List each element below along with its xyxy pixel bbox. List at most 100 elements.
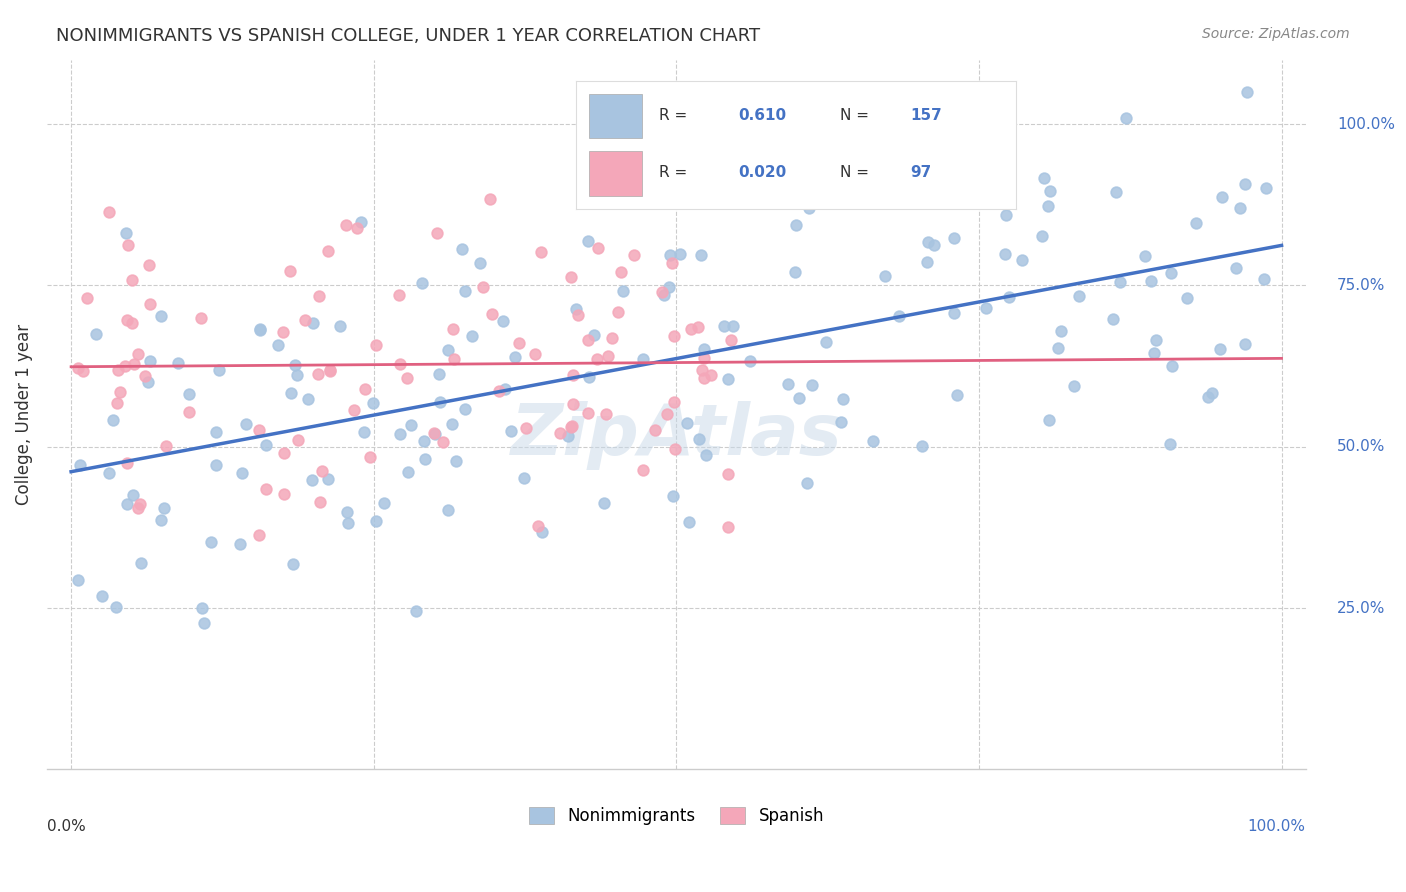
Point (631, 352, 654, 367)
Point (436, 502, 458, 516)
Point (153, 501, 176, 516)
Point (662, 329, 685, 343)
Point (399, 417, 422, 432)
Point (429, 395, 451, 409)
Point (353, 425, 375, 440)
Point (678, 515, 700, 529)
Point (426, 227, 449, 241)
Point (873, 268, 896, 283)
Text: 100.0%: 100.0% (1337, 117, 1395, 132)
Point (1108, 275, 1130, 289)
Point (122, 357, 145, 371)
Point (515, 421, 537, 435)
Point (942, 306, 965, 320)
Point (740, 354, 762, 368)
Point (662, 489, 685, 503)
Point (336, 505, 359, 519)
Point (693, 351, 716, 365)
Point (117, 497, 139, 511)
Point (128, 497, 150, 511)
Point (346, 221, 368, 235)
Point (1063, 379, 1085, 393)
Point (115, 227, 138, 241)
Text: ZipAtlas: ZipAtlas (510, 401, 842, 470)
Point (90, 589, 112, 603)
Text: 25.0%: 25.0% (1337, 600, 1385, 615)
Point (117, 238, 139, 252)
Point (235, 417, 257, 431)
Point (247, 423, 270, 437)
Point (1211, 190, 1233, 204)
Point (1201, 385, 1223, 400)
Point (278, 264, 301, 278)
Point (307, 368, 329, 382)
Point (783, 265, 806, 279)
Point (440, 417, 463, 432)
Point (350, 215, 373, 229)
Point (72, 364, 94, 378)
Point (1197, 390, 1219, 404)
Point (526, 519, 548, 533)
Point (131, 556, 153, 570)
Point (1038, 199, 1060, 213)
Point (600, 331, 623, 345)
Point (610, 265, 633, 279)
Point (84, 326, 107, 341)
Point (1236, 85, 1258, 99)
Point (136, 376, 159, 390)
Point (205, 425, 228, 440)
Point (1160, 359, 1182, 374)
Point (139, 353, 162, 368)
Point (778, 377, 800, 392)
Point (413, 451, 436, 466)
Point (561, 419, 583, 434)
Point (266, 338, 288, 352)
Text: 75.0%: 75.0% (1337, 278, 1385, 293)
Point (523, 347, 546, 361)
Point (612, 284, 634, 298)
Text: 100.0%: 100.0% (1247, 819, 1306, 834)
Legend: Nonimmigrants, Spanish: Nonimmigrants, Spanish (522, 800, 831, 832)
Point (785, 219, 807, 233)
Point (69, 458, 91, 472)
Point (595, 407, 617, 421)
Point (105, 395, 128, 409)
Point (427, 367, 450, 381)
Point (668, 247, 690, 261)
Point (998, 290, 1021, 304)
Point (311, 464, 333, 478)
Point (1031, 229, 1053, 244)
Point (550, 426, 572, 441)
Point (150, 512, 173, 526)
Point (713, 319, 735, 334)
Point (1208, 342, 1230, 356)
Point (586, 241, 609, 255)
Text: Source: ZipAtlas.com: Source: ZipAtlas.com (1202, 27, 1350, 41)
Point (316, 244, 339, 259)
Point (814, 335, 837, 350)
Point (787, 391, 810, 405)
Point (1253, 272, 1275, 286)
Point (530, 245, 553, 260)
Point (689, 248, 711, 262)
Point (561, 368, 583, 382)
Point (560, 269, 582, 284)
Point (1011, 252, 1033, 267)
Point (200, 535, 222, 549)
Point (1115, 111, 1137, 125)
Point (122, 488, 145, 502)
Point (149, 309, 172, 323)
Point (1039, 184, 1062, 198)
Point (862, 434, 884, 449)
Point (889, 309, 911, 323)
Point (190, 601, 212, 615)
Point (1102, 312, 1125, 326)
Point (1032, 171, 1054, 186)
Point (501, 424, 523, 438)
Point (425, 426, 447, 441)
Point (664, 442, 686, 457)
Point (443, 352, 465, 367)
Point (578, 370, 600, 384)
Point (1175, 291, 1198, 305)
Point (167, 356, 190, 370)
